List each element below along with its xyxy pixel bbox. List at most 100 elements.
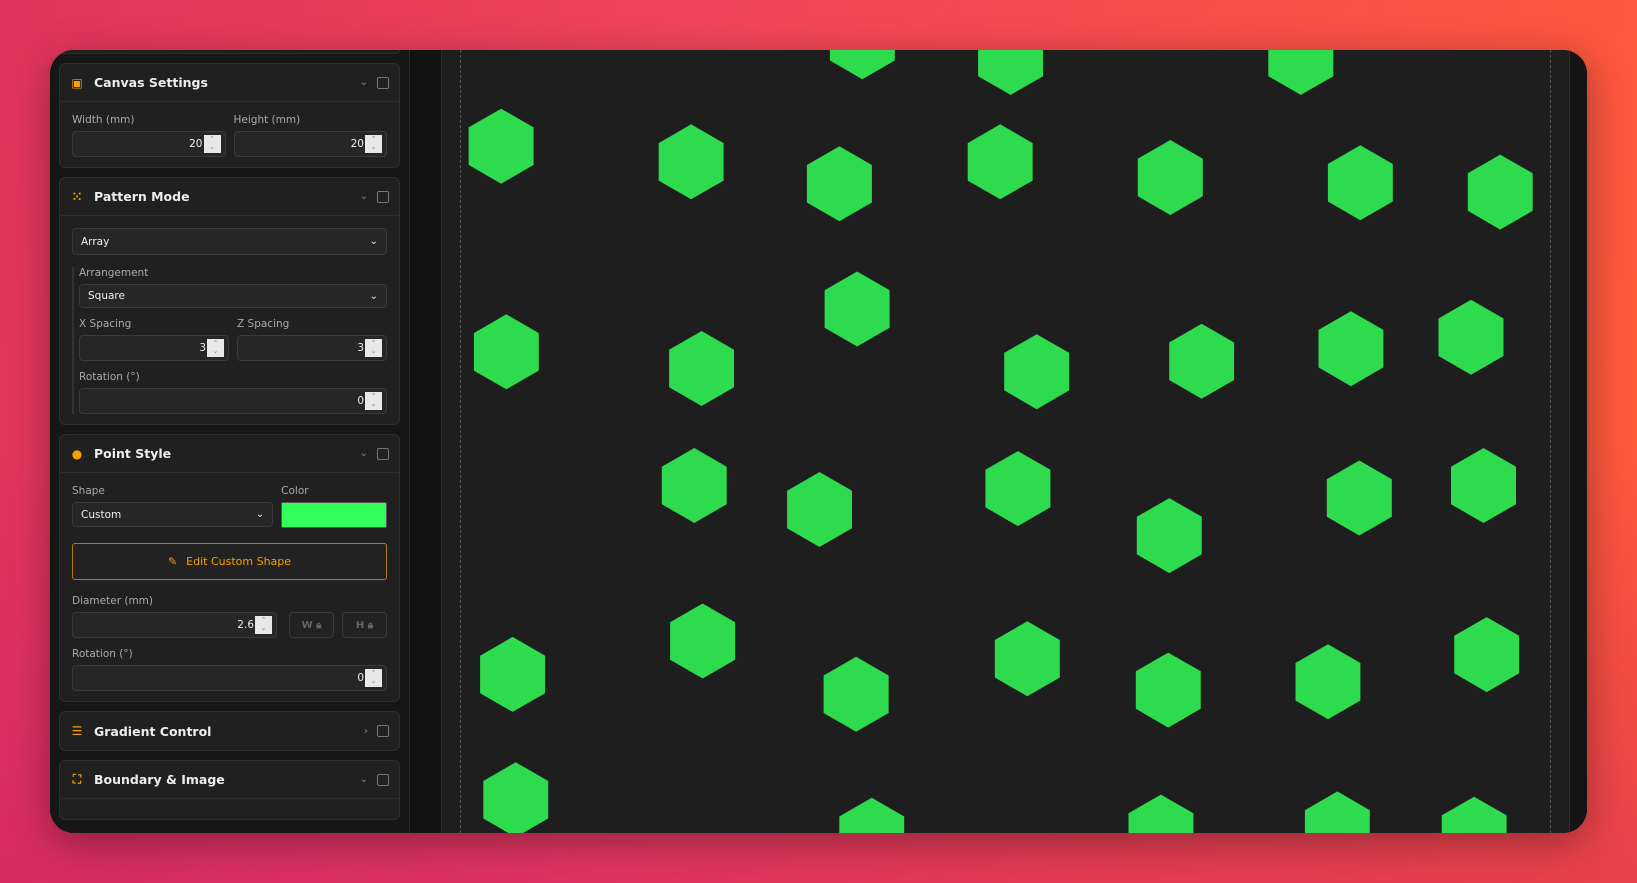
height-value: 20 [350, 138, 364, 150]
hexagon-point [1169, 323, 1235, 399]
boundary-icon: ⛶ [72, 772, 82, 786]
mode-select[interactable]: Array ⌄ [72, 228, 387, 255]
hexagon-point [978, 50, 1044, 95]
chevron-down-icon: ⌄ [369, 290, 378, 302]
rotation-value: 0 [357, 672, 364, 684]
arrangement-select[interactable]: Square ⌄ [79, 284, 387, 308]
hexagon-point [1454, 617, 1520, 693]
hexagon-point [806, 146, 872, 222]
app-window: ▣ Canvas Settings ⌄ Width (mm) 20 ⌃ ⌄ Heig… [50, 50, 1587, 833]
previous-panel [59, 50, 400, 54]
z-spacing-input[interactable]: 3 ⌃ ⌄ [237, 335, 387, 361]
hexagon-point [1326, 460, 1392, 536]
hexagon-point [468, 108, 534, 184]
panel-gradient-control: ☰ Gradient Control › [59, 711, 400, 751]
hexagon-point [1467, 154, 1533, 230]
x-spacing-input[interactable]: 3 ⌃ ⌄ [79, 335, 229, 361]
hexagon-point [824, 271, 890, 347]
height-input[interactable]: 20 ⌃ ⌄ [233, 131, 387, 157]
point-style-header[interactable]: ● Point Style ⌄ [60, 435, 399, 473]
stepper-icon[interactable]: ⌃ ⌄ [365, 135, 382, 153]
pattern-canvas[interactable] [442, 50, 1569, 833]
panel-title: Canvas Settings [94, 75, 208, 90]
hexagon-point [1304, 791, 1370, 833]
lock-icon: 🔒︎ [367, 619, 374, 631]
stepper-icon[interactable]: ⌃ ⌄ [207, 339, 224, 357]
height-lock-button[interactable]: H 🔒︎ [342, 612, 387, 638]
hexagon-point [823, 656, 889, 732]
panel-canvas-settings: ▣ Canvas Settings ⌄ Width (mm) 20 ⌃ ⌄ Heig… [59, 63, 400, 168]
stepper-icon[interactable]: ⌃ ⌄ [365, 669, 382, 687]
hexagon-point [985, 451, 1051, 527]
gradient-control-header[interactable]: ☰ Gradient Control › [60, 712, 399, 750]
hexagon-point [1136, 498, 1202, 574]
hexagon-point [473, 314, 539, 390]
height-label: Height (mm) [233, 114, 301, 126]
hexagon-point [658, 124, 724, 200]
pattern-mode-header[interactable]: ⁙ Pattern Mode ⌄ [60, 178, 399, 216]
sliders-icon: ☰ [71, 724, 83, 738]
z-spacing-value: 3 [357, 342, 364, 354]
sidebar-resize-handle[interactable] [411, 50, 442, 833]
edit-button-label: Edit Custom Shape [186, 555, 292, 568]
edit-custom-shape-button[interactable]: ✎ Edit Custom Shape [72, 543, 387, 580]
chevron-down-icon[interactable]: ⌄ [359, 448, 368, 459]
h-label: H [355, 619, 365, 631]
point-style-icon: ● [71, 446, 83, 461]
panel-boundary-image: ⛶ Boundary & Image ⌄ [59, 760, 400, 820]
width-lock-button[interactable]: W 🔒︎ [289, 612, 334, 638]
popout-icon[interactable] [377, 76, 389, 89]
chevron-down-icon: ⌄ [255, 509, 265, 520]
rotation-label: Rotation (°) [72, 648, 133, 660]
rotation-label: Rotation (°) [79, 371, 140, 383]
pattern-rotation-input[interactable]: 0 ⌃ ⌄ [79, 388, 387, 414]
color-picker[interactable] [281, 502, 387, 528]
point-rotation-input[interactable]: 0 ⌃ ⌄ [72, 665, 387, 691]
lock-icon: 🔒︎ [316, 619, 322, 631]
hexagon-point [661, 448, 727, 523]
chevron-down-icon[interactable]: ⌄ [359, 77, 368, 88]
shape-value: Custom [81, 508, 122, 521]
popout-icon[interactable] [377, 773, 389, 786]
stepper-icon[interactable]: ⌃ ⌄ [203, 135, 221, 153]
hexagon-point [669, 331, 734, 406]
right-scrollbar[interactable] [1569, 50, 1587, 833]
diameter-value: 2.6 [237, 619, 254, 631]
chevron-down-icon[interactable]: ⌄ [359, 191, 368, 202]
stepper-icon[interactable]: ⌃ ⌄ [365, 392, 382, 410]
hexagon-point [1268, 50, 1334, 95]
canvas-boundary-left [460, 50, 461, 833]
x-spacing-value: 3 [199, 342, 206, 354]
mode-value: Array [81, 235, 110, 248]
hexagon-point [994, 621, 1060, 697]
stepper-icon[interactable]: ⌃ ⌄ [365, 339, 382, 357]
hexagon-point [1004, 334, 1070, 410]
width-input[interactable]: 20 ⌃ ⌄ [72, 131, 226, 157]
hexagon-point [480, 636, 546, 712]
boundary-image-header[interactable]: ⛶ Boundary & Image ⌄ [60, 761, 399, 799]
hexagon-point [787, 472, 852, 547]
shape-select[interactable]: Custom ⌄ [72, 502, 274, 527]
hexagon-point [1295, 644, 1361, 720]
x-spacing-label: X Spacing [79, 318, 132, 330]
pattern-icon: ⁙ [71, 189, 83, 204]
canvas-boundary-right [1550, 50, 1551, 833]
popout-icon[interactable] [377, 447, 389, 460]
rotation-value: 0 [357, 395, 364, 407]
width-label: Width (mm) [72, 114, 135, 126]
hexagon-point [670, 603, 736, 679]
hexagon-point [1137, 140, 1203, 215]
hexagon-point [1438, 299, 1504, 375]
canvas-icon: ▣ [71, 75, 83, 90]
hexagon-point [1318, 311, 1384, 387]
hexagon-point [1128, 794, 1194, 833]
diameter-input[interactable]: 2.6 ⌃ ⌄ [72, 612, 277, 638]
panel-title: Point Style [94, 446, 172, 461]
popout-icon[interactable] [377, 190, 389, 203]
stepper-icon[interactable]: ⌃ ⌄ [255, 616, 272, 634]
panel-title: Gradient Control [94, 723, 212, 739]
canvas-settings-header[interactable]: ▣ Canvas Settings ⌄ [60, 64, 399, 102]
chevron-right-icon[interactable]: › [363, 725, 368, 737]
popout-icon[interactable] [377, 725, 389, 737]
chevron-down-icon[interactable]: ⌄ [359, 774, 368, 785]
